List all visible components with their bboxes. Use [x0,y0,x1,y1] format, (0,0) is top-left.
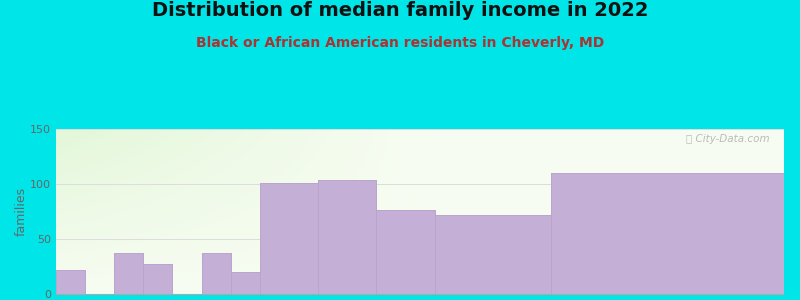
Bar [260,183,318,294]
Text: ⓘ City-Data.com: ⓘ City-Data.com [686,134,770,144]
Bar [260,183,318,294]
Text: Black or African American residents in Cheverly, MD: Black or African American residents in C… [196,36,604,50]
Bar [202,253,230,294]
Bar [202,253,230,294]
Bar [318,180,376,294]
Bar [318,180,376,294]
Bar [434,215,551,294]
Bar [143,264,173,294]
Bar [230,272,260,294]
Bar [56,270,85,294]
Bar [376,210,434,294]
Bar [434,215,551,294]
Y-axis label: families: families [14,187,27,236]
Bar [230,272,260,294]
Bar [551,173,784,294]
Bar [551,173,784,294]
Bar [56,270,85,294]
Bar [376,210,434,294]
Bar [114,253,143,294]
Bar [143,264,173,294]
Bar [114,253,143,294]
Text: Distribution of median family income in 2022: Distribution of median family income in … [152,2,648,20]
